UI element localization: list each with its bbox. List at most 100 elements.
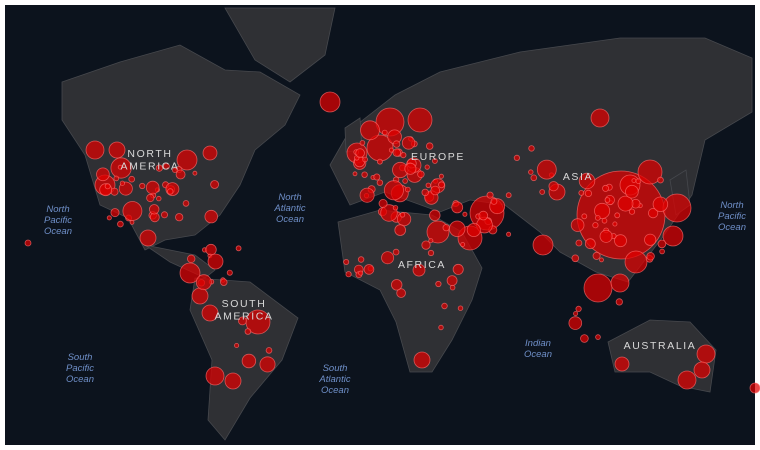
case-bubble <box>396 288 406 298</box>
case-bubble <box>391 279 403 291</box>
case-bubble <box>599 229 613 243</box>
case-bubble <box>404 162 417 175</box>
case-bubble <box>360 120 380 141</box>
case-bubble <box>425 182 431 188</box>
case-bubble <box>430 185 441 196</box>
case-bubble <box>234 342 240 348</box>
case-bubble <box>413 351 431 369</box>
case-bubble <box>478 210 489 221</box>
continent-label: SOUTH AMERICA <box>214 298 273 323</box>
continent-label: ASIA <box>563 171 593 183</box>
ocean-label: North Pacific Ocean <box>44 204 72 237</box>
label-line: South <box>68 352 93 363</box>
case-bubble <box>584 189 593 197</box>
case-bubble <box>592 222 599 229</box>
label-line: Ocean <box>321 385 349 396</box>
case-bubble <box>381 129 388 136</box>
case-bubble <box>578 189 585 196</box>
label-line: Atlantic <box>318 374 350 385</box>
case-bubble <box>191 287 209 305</box>
case-bubble <box>241 353 257 369</box>
case-bubble <box>113 175 120 182</box>
case-bubble <box>659 248 665 255</box>
case-bubble <box>539 189 546 195</box>
case-bubble <box>635 178 642 185</box>
case-bubble <box>24 239 32 247</box>
case-bubble <box>110 208 120 218</box>
case-bubble <box>407 107 433 133</box>
label-line: AMERICA <box>120 161 179 173</box>
case-bubble <box>696 344 716 364</box>
label-line: AFRICA <box>398 259 446 271</box>
label-line: North <box>46 204 69 215</box>
case-bubble <box>237 316 247 326</box>
case-bubble <box>595 334 601 340</box>
case-bubble <box>394 224 407 236</box>
case-bubble <box>202 145 218 161</box>
case-bubble <box>205 366 225 386</box>
label-line: Indian <box>525 338 551 349</box>
case-bubble <box>355 148 365 158</box>
case-bubble <box>160 211 168 219</box>
case-bubble <box>244 328 252 335</box>
case-bubble <box>175 169 186 180</box>
case-bubble <box>176 149 198 171</box>
case-bubble <box>677 370 697 390</box>
case-bubble <box>441 302 448 310</box>
case-bubble <box>426 142 434 150</box>
case-bubble <box>146 193 155 203</box>
case-bubble <box>201 304 219 322</box>
case-bubble <box>749 382 760 394</box>
case-bubble <box>662 225 684 247</box>
case-bubble <box>592 251 601 260</box>
case-bubble <box>361 171 368 178</box>
case-bubble <box>362 156 368 163</box>
label-line: NORTH <box>127 148 172 160</box>
case-bubble <box>265 347 273 354</box>
case-bubble <box>583 273 613 303</box>
case-bubble <box>528 169 534 175</box>
case-bubble <box>421 240 431 250</box>
case-bubble <box>486 191 494 199</box>
case-bubble <box>438 181 445 189</box>
case-bubble <box>647 208 659 219</box>
case-bubble <box>451 201 464 214</box>
case-bubble <box>220 278 228 286</box>
case-bubble <box>358 270 364 276</box>
case-bubble <box>617 195 634 212</box>
case-bubble <box>637 159 663 185</box>
case-bubble <box>392 148 401 157</box>
case-bubble <box>402 178 408 184</box>
case-bubble <box>427 249 435 257</box>
case-bubble <box>452 263 464 275</box>
case-bubble <box>594 215 601 221</box>
case-bubble <box>575 239 583 247</box>
case-bubble <box>128 175 136 183</box>
label-line: EUROPE <box>411 151 465 163</box>
case-bubble <box>429 209 441 222</box>
continent-label: AFRICA <box>398 259 446 271</box>
case-bubble <box>505 192 512 199</box>
case-bubble <box>536 159 557 180</box>
case-bubble <box>435 280 442 288</box>
case-bubble <box>117 164 123 170</box>
case-bubble <box>401 136 416 150</box>
case-bubble <box>378 198 388 208</box>
case-bubble <box>117 220 124 228</box>
case-bubble <box>693 361 711 379</box>
case-bubble <box>612 221 618 227</box>
label-line: Ocean <box>524 349 552 360</box>
case-bubble <box>129 219 135 225</box>
case-bubble <box>460 242 466 247</box>
case-bubble <box>449 220 466 238</box>
case-bubble <box>431 158 438 164</box>
case-bubble <box>442 224 450 232</box>
label-line: North <box>720 200 743 211</box>
case-bubble <box>392 248 400 256</box>
case-bubble <box>590 108 610 128</box>
case-bubble <box>580 334 589 343</box>
case-bubble <box>156 195 162 202</box>
case-bubble <box>412 263 426 277</box>
case-bubble <box>438 173 444 179</box>
